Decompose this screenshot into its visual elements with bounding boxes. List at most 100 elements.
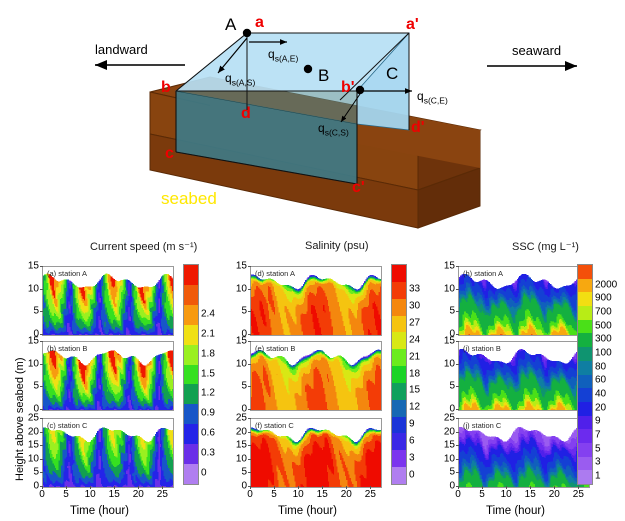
y-tick-label: 5 [18,306,39,317]
y-tick-label: 5 [226,381,247,392]
y-tick-mark [40,418,43,419]
y-tick-mark [248,311,251,313]
colorbar-segment [578,401,592,416]
flux-base: q [318,121,325,135]
y-tick-mark [456,386,459,388]
contour-panel--b--station-b[interactable]: (b) station B [42,341,174,411]
colorbar-segment [392,298,406,316]
y-tick-label: 25 [226,413,247,424]
colorbar-segment [392,382,406,400]
corner-label-b: b [161,80,171,96]
station-label-c: C [386,65,398,82]
colorbar-tick-label: 1 [595,471,601,482]
y-tick-mark [40,311,43,313]
y-tick-mark [40,431,43,433]
flux-label-c-east: qs(C,E) [417,90,448,105]
y-tick-label: 20 [434,426,455,437]
colorbar-segment [392,433,406,451]
x-tick-label: 15 [317,489,328,500]
panel-tag: (a) station A [47,269,87,278]
colorbar-tick-label: 3 [409,452,415,463]
colorbar-tick-label: 1.8 [201,348,215,359]
edge-c-to-cp [175,151,358,185]
column-title-2: SSC (mg L⁻¹) [512,240,579,253]
colorbar-0 [183,264,199,485]
seaward-label: seaward [512,44,561,57]
y-tick-mark [40,363,43,365]
y-tick-mark [248,409,251,410]
colorbar-tick-label: 300 [595,334,612,345]
edge-a-to-b [175,32,248,92]
x-tick-mark [162,486,164,489]
contour-panel--j--station-c[interactable]: (j) station C [458,418,590,488]
colorbar-tick-label: 7 [595,430,601,441]
colorbar-segment [392,416,406,434]
x-axis-label: Time (hour) [486,505,545,517]
x-tick-label: 10 [501,489,512,500]
y-tick-label: 10 [226,283,247,294]
x-tick-label: 20 [341,489,352,500]
x-tick-label: 5 [63,489,69,500]
y-tick-label: 10 [18,358,39,369]
colorbar-tick-label: 27 [409,317,420,328]
x-tick-mark [322,486,324,489]
colorbar-tick-label: 80 [595,361,606,372]
y-tick-mark [248,288,251,290]
y-tick-label: 0 [226,481,247,492]
flux-base: q [225,71,232,85]
x-axis-label: Time (hour) [278,505,337,517]
estuary-schematic: landward seaward seabed A B C a a' b b' … [0,0,625,238]
colorbar-segment [392,399,406,417]
colorbar-tick-label: 5 [595,443,601,454]
edge-ap-to-bp-diagonal [339,32,410,101]
colorbar-tick-label: 2000 [595,279,617,290]
colorbar-segment [392,265,406,282]
contour-panel--h--station-a[interactable]: (h) station A [458,266,590,336]
y-tick-mark [248,386,251,388]
corner-label-b-prime: b' [341,80,355,96]
colorbar-2 [577,264,593,485]
schematic-drawing [95,28,577,229]
y-tick-mark [40,334,43,335]
colorbar-segment [578,388,592,402]
corner-label-a: a [255,15,264,31]
colorbar-segment [184,304,198,325]
colorbar-tick-label: 20 [595,402,606,413]
colorbar-tick-label: 0.9 [201,408,215,419]
contour-panel--a--station-a[interactable]: (a) station A [42,266,174,336]
contour-panel--d--station-a[interactable]: (d) station A [250,266,382,336]
x-tick-mark [482,486,484,489]
contour-panel--i--station-b[interactable]: (i) station B [458,341,590,411]
x-tick-label: 0 [455,489,461,500]
panel-tag: (h) station A [463,269,503,278]
x-tick-label: 25 [157,489,168,500]
y-tick-label: 5 [226,306,247,317]
y-tick-mark [456,363,459,365]
y-tick-label: 15 [18,336,39,347]
contour-panel--e--station-b[interactable]: (e) station B [250,341,382,411]
colorbar-segment [578,456,592,471]
corner-label-c: c [165,146,174,162]
colorbar-segment [578,333,592,348]
colorbar-tick-label: 60 [595,375,606,386]
corner-label-d-prime: d' [411,120,425,136]
seabed-label: seabed [161,190,217,207]
y-tick-mark [40,445,43,447]
y-tick-label: 15 [18,261,39,272]
x-tick-mark [346,486,348,489]
landward-label: landward [95,43,148,56]
y-tick-mark [248,472,251,474]
colorbar-segment [578,319,592,334]
y-tick-label: 0 [18,481,39,492]
x-tick-label: 25 [365,489,376,500]
y-tick-label: 0 [226,404,247,415]
y-tick-label: 0 [18,404,39,415]
colorbar-tick-label: 0 [409,469,415,480]
contour-panel--f--station-c[interactable]: (f) station C [250,418,382,488]
y-tick-label: 10 [18,453,39,464]
y-tick-mark [40,486,43,487]
colorbar-segment [392,315,406,333]
y-tick-label: 25 [18,413,39,424]
colorbar-tick-label: 24 [409,334,420,345]
contour-panel--c--station-c[interactable]: (c) station C [42,418,174,488]
